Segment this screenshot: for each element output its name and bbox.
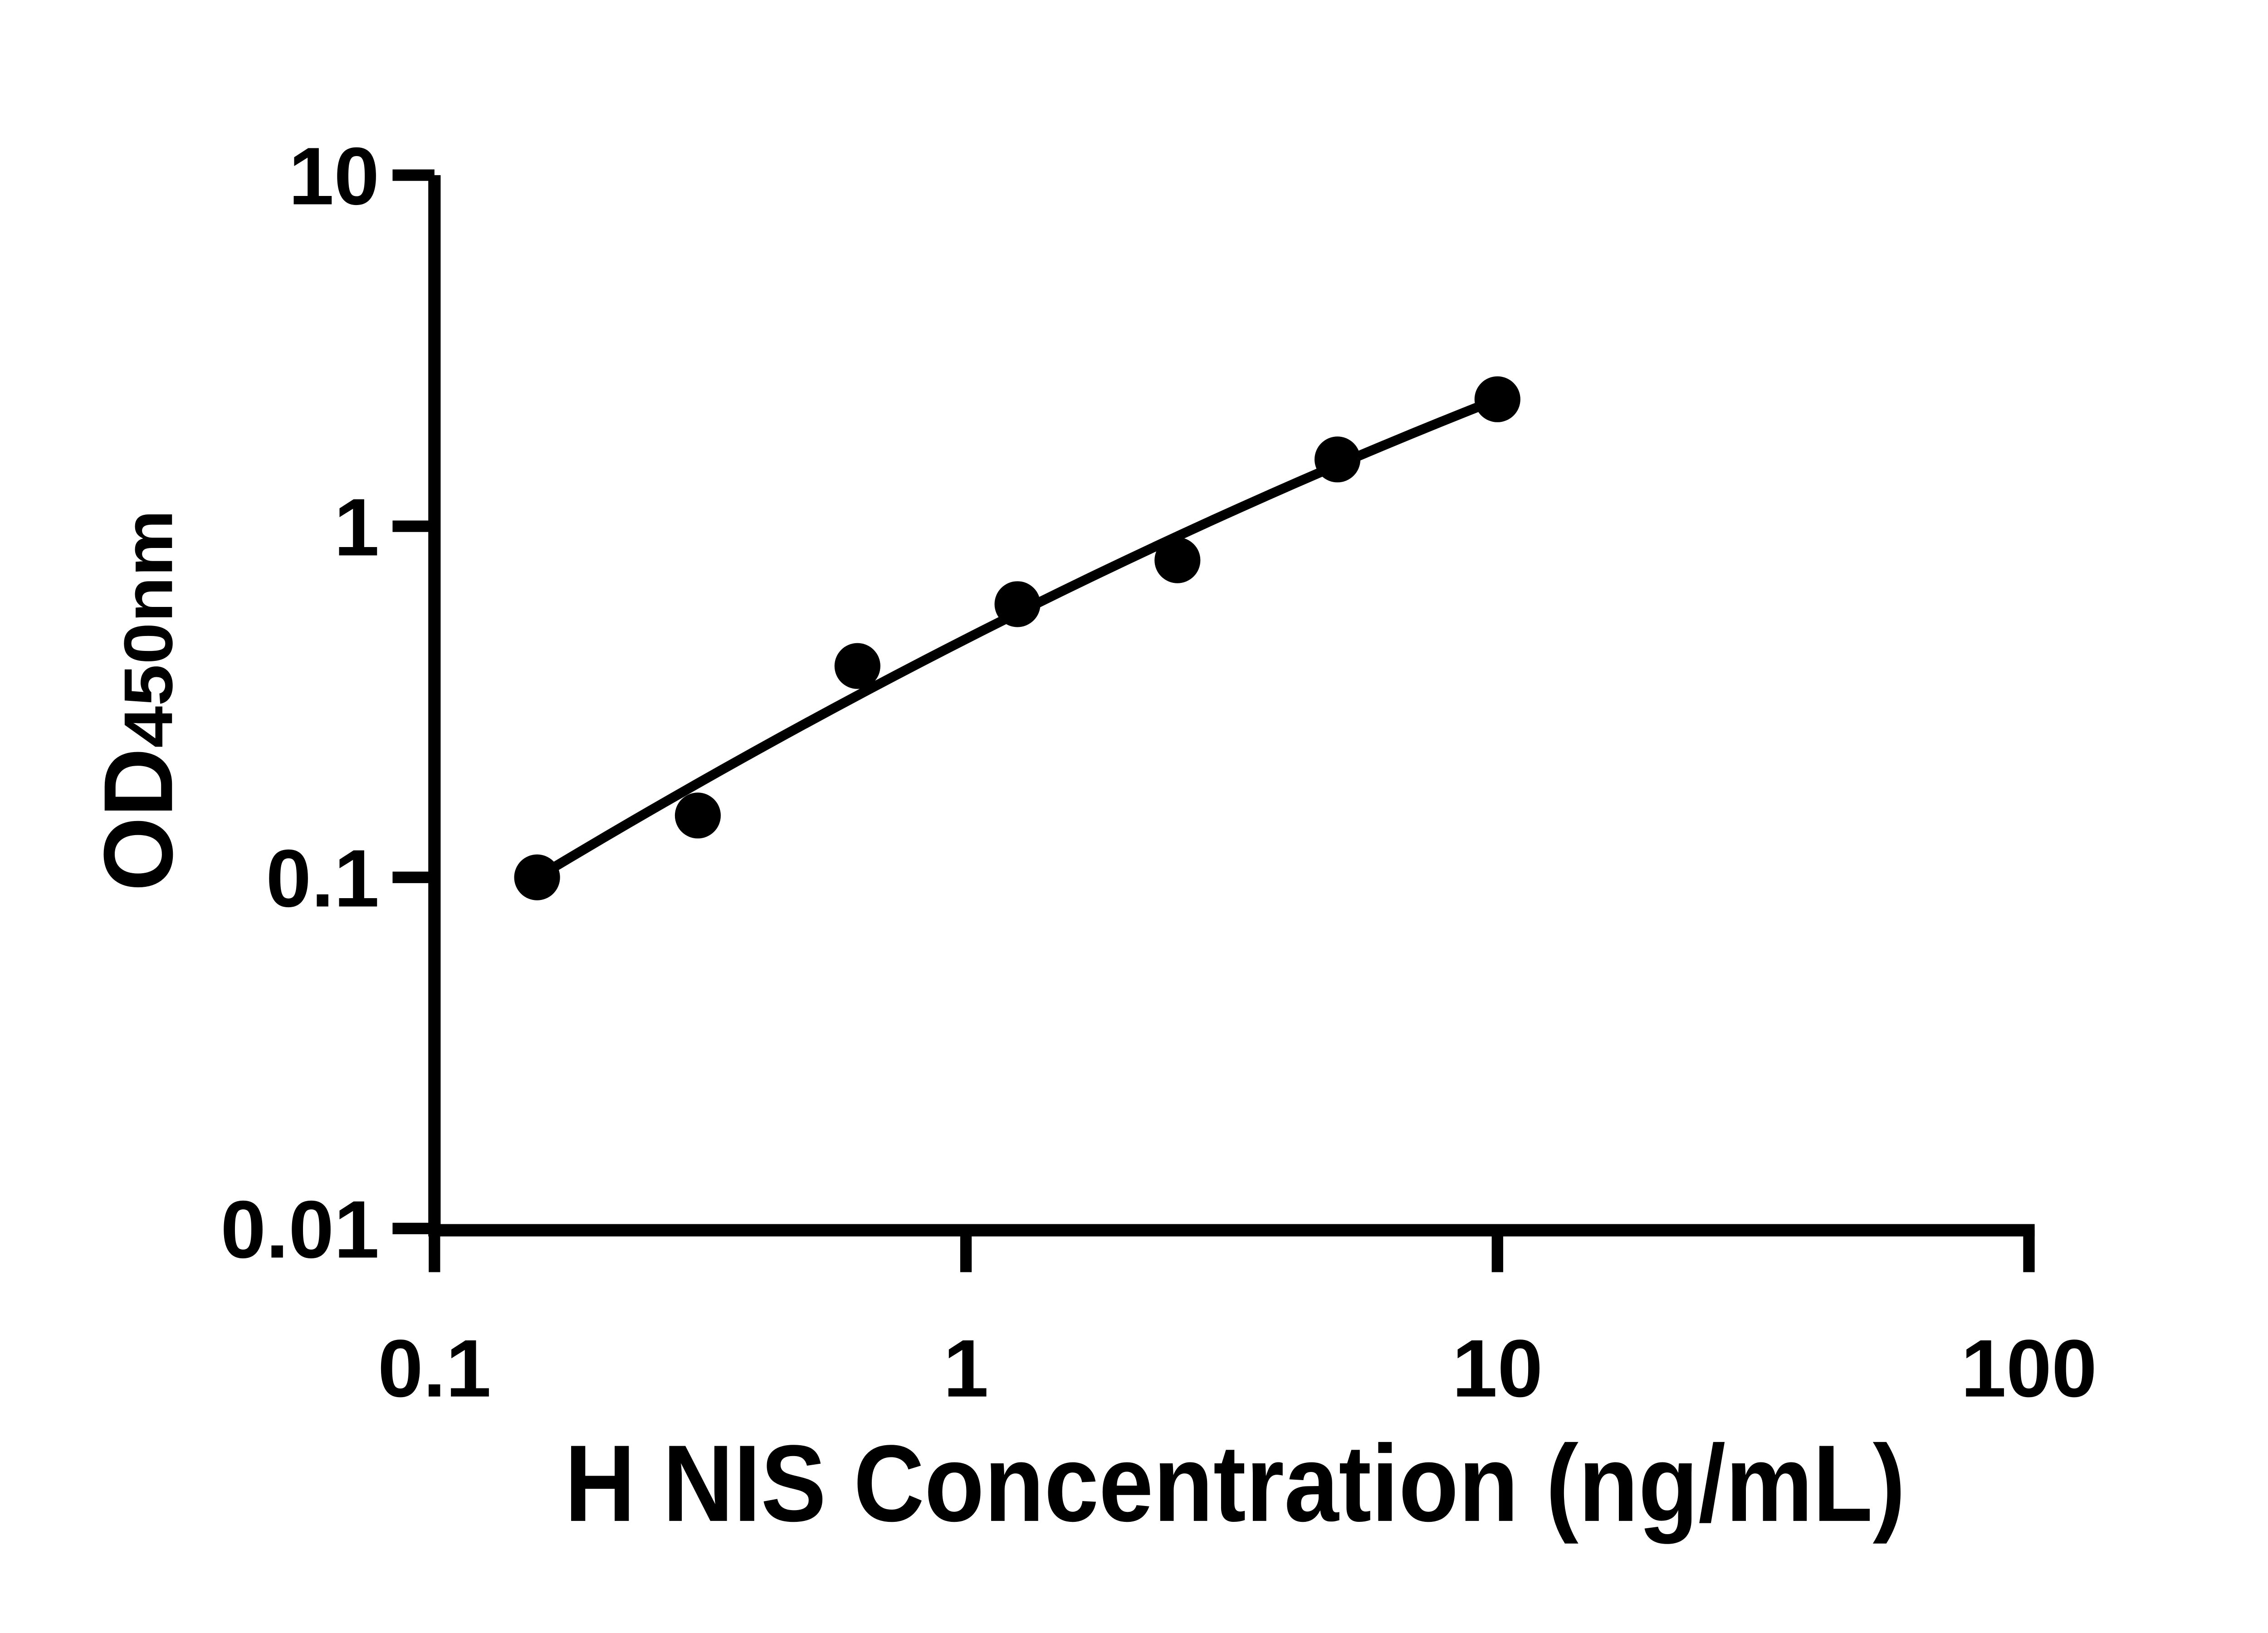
x-tick-label: 0.1 [378, 1323, 491, 1414]
y-axis-title-main: OD [83, 748, 193, 891]
y-tick-label: 0.01 [220, 1184, 379, 1275]
x-tick-label: 1 [943, 1323, 988, 1414]
x-tick-label: 100 [1961, 1323, 2097, 1414]
data-point [675, 792, 721, 839]
y-axis-title: OD450nm [83, 510, 193, 891]
plot-background [0, 22, 2268, 1611]
data-point [514, 854, 560, 900]
y-tick-label: 10 [288, 131, 379, 222]
data-point [1314, 436, 1361, 483]
x-axis-title: H NIS Concentration (ng/mL) [565, 1423, 1906, 1544]
data-points [514, 376, 1520, 900]
data-point [1474, 376, 1520, 422]
y-axis-title-subscript: 450nm [110, 510, 187, 748]
data-point [994, 581, 1041, 627]
y-tick-label: 1 [334, 482, 379, 573]
x-tick-label: 10 [1452, 1323, 1543, 1414]
y-tick-label: 0.1 [266, 833, 379, 924]
x-axis-ticks: 0.1 1 10 100 [378, 1230, 2097, 1414]
data-point [1154, 537, 1201, 583]
y-axis-ticks: 10 1 0.1 0.01 [220, 131, 435, 1275]
data-point [834, 643, 880, 689]
